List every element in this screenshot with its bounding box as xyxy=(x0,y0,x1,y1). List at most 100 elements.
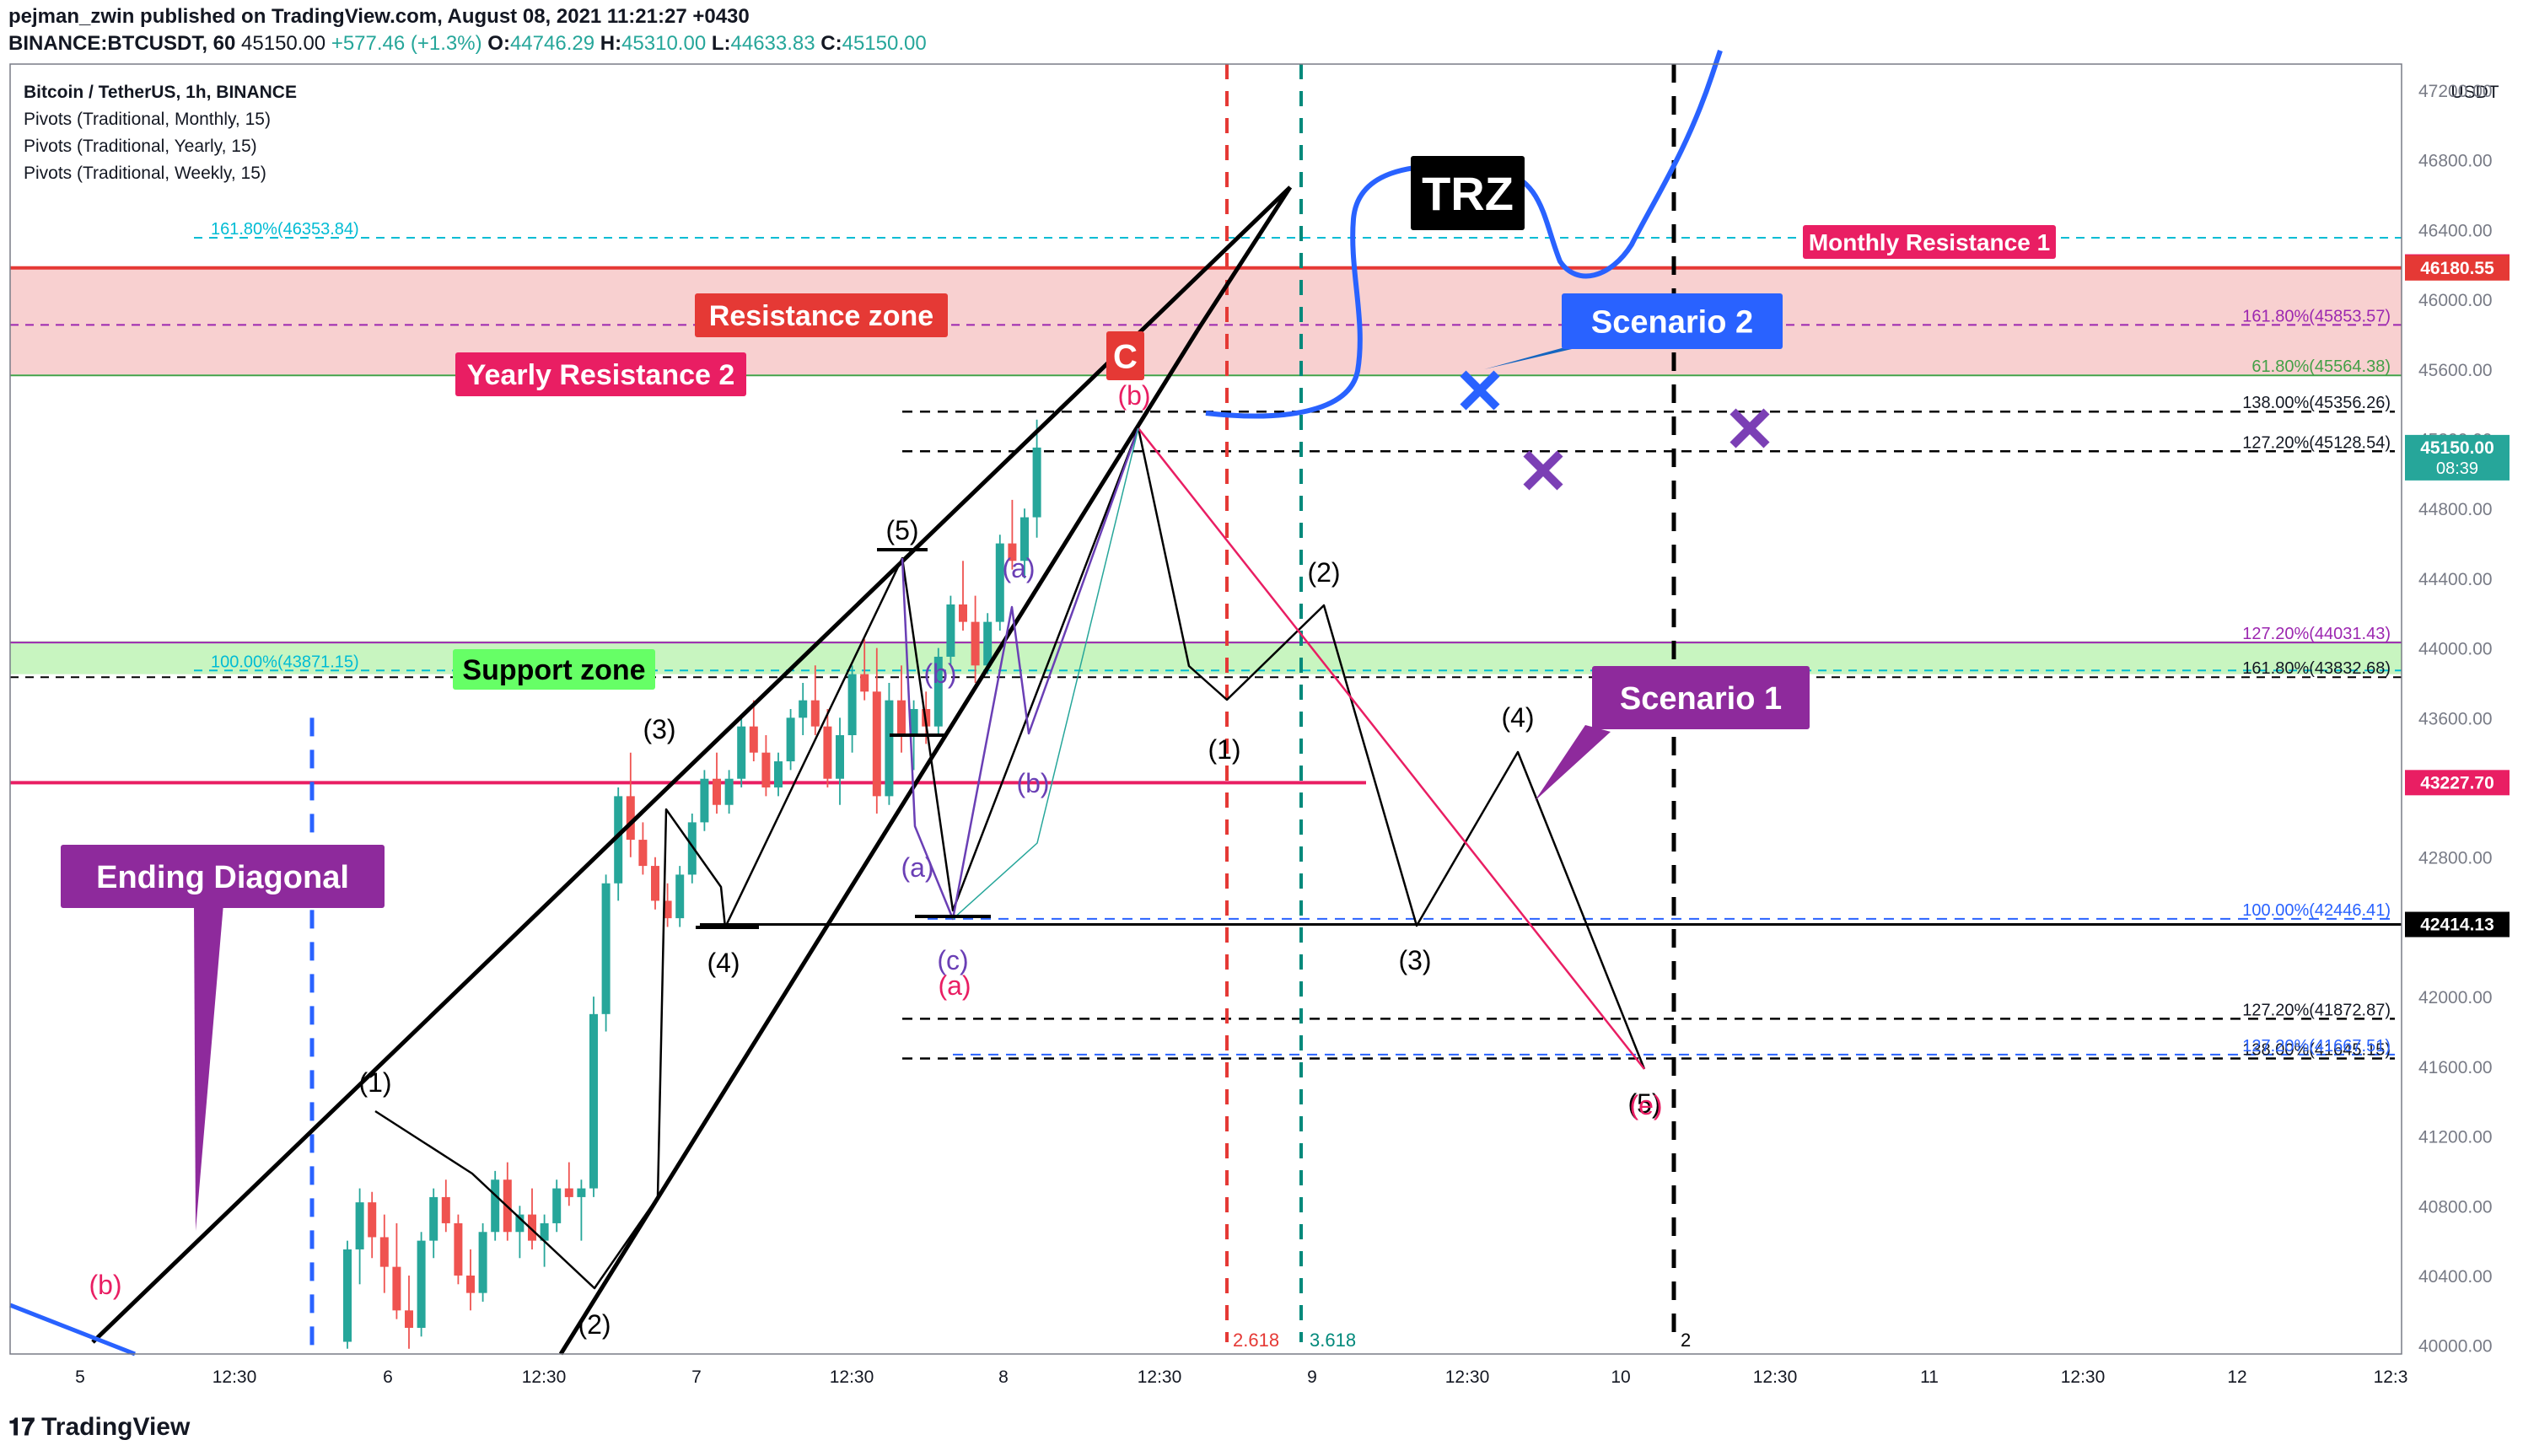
y-tick-15: 41200.00 xyxy=(2418,1128,2493,1147)
y-tick-14: 41600.00 xyxy=(2418,1058,2493,1077)
wave-path-purple xyxy=(901,427,1140,921)
candle-body xyxy=(577,1188,586,1197)
price-label-text: 45150.00 xyxy=(2420,438,2494,458)
trz-label-text: TRZ xyxy=(1422,167,1514,220)
scenario1-label-bg xyxy=(1592,666,1810,729)
scenario1-label-text: Scenario 1 xyxy=(1620,681,1782,717)
scenario2-label: Scenario 2 xyxy=(1562,293,1783,349)
fib-label-6: 161.80%(43832.68) xyxy=(2242,659,2391,678)
fib-time-2618: 2.618 xyxy=(1233,1330,1279,1351)
y-tick-8: 44000.00 xyxy=(2418,640,2493,659)
ending-diagonal-label: Ending Diagonal xyxy=(61,845,385,908)
candle-body xyxy=(614,796,623,884)
wave-label-4: (5) xyxy=(885,515,918,545)
x-marker-purple-2-b xyxy=(1730,408,1770,449)
fib-label-2: 61.80%(45564.38) xyxy=(2251,357,2391,376)
close-label: C: xyxy=(820,32,842,55)
scenario1-tail xyxy=(1535,725,1611,801)
wave-label-16: (b) xyxy=(1117,380,1150,411)
symbol-text: BINANCE:BTCUSDT, 60 xyxy=(8,32,236,55)
wave-label-8: (4) xyxy=(1501,702,1534,733)
price-label-4: 42414.13 xyxy=(2405,911,2510,938)
c-box-label-bg xyxy=(1106,331,1144,380)
candle-body xyxy=(761,752,771,788)
legend-pivots-monthly[interactable]: Pivots (Traditional, Monthly, 15) xyxy=(24,110,271,129)
candle-body xyxy=(441,1196,450,1223)
x-tick-8: 9 xyxy=(1307,1367,1317,1387)
candle-body xyxy=(368,1202,377,1238)
candle-body xyxy=(601,883,611,1014)
wave-label-17: (b) xyxy=(89,1270,121,1300)
trz-label-bg xyxy=(1411,156,1525,230)
y-tick-16: 40800.00 xyxy=(2418,1197,2493,1217)
scenario2-tail xyxy=(1484,344,1594,369)
candle-body xyxy=(417,1240,426,1328)
candle-body xyxy=(405,1310,413,1328)
scenario2-label-text: Scenario 2 xyxy=(1591,305,1753,341)
x-tick-14: 12 xyxy=(2227,1367,2246,1387)
price-label-bg xyxy=(2405,434,2510,481)
fib-label-10: 138.00%(41645.15) xyxy=(2242,1041,2391,1060)
c-box-label-text: C xyxy=(1113,338,1138,375)
candle-body xyxy=(663,900,672,919)
unit-label: USDT xyxy=(2450,83,2499,102)
high-value: 45310.00 xyxy=(621,32,707,55)
candle-body xyxy=(528,1214,536,1241)
candle-body xyxy=(651,866,659,901)
price-label-bg xyxy=(2405,770,2510,796)
candle-body xyxy=(995,543,1004,622)
x-marker-purple-1-b xyxy=(1523,450,1563,491)
y-tick-7: 44400.00 xyxy=(2418,570,2493,589)
wave-label-2: (3) xyxy=(643,714,675,744)
candle-body xyxy=(379,1237,389,1267)
candle-body xyxy=(971,621,980,666)
candle-body xyxy=(343,1249,352,1342)
price-label-1: 46180.55 xyxy=(2405,255,2510,281)
candle-body xyxy=(713,778,721,805)
pink-projection-line xyxy=(1138,427,1645,1070)
wave-label-5: (2) xyxy=(1307,557,1340,588)
x-marker-blue-b xyxy=(1460,370,1500,411)
wave-label-0: (1) xyxy=(358,1067,391,1098)
x-tick-12: 11 xyxy=(1920,1367,1939,1387)
tradingview-logo[interactable]: 𝟏𝟕 TradingView xyxy=(8,1413,190,1442)
wave-label-11: (b) xyxy=(923,658,956,689)
candle-body xyxy=(478,1232,487,1293)
monthly-resistance-label-text: Monthly Resistance 1 xyxy=(1809,229,2050,255)
fib-time-3618: 3.618 xyxy=(1310,1330,1356,1351)
x-tick-3: 12:30 xyxy=(522,1367,567,1387)
x-marker-purple-2 xyxy=(1730,408,1770,449)
support-zone-band xyxy=(10,641,2402,674)
fib-label-0: 161.80%(46353.84) xyxy=(211,220,359,239)
price-label-sub: 08:39 xyxy=(2436,459,2478,478)
candle-body xyxy=(564,1188,573,1197)
candle-body xyxy=(872,691,881,797)
plot-frame xyxy=(9,63,2402,1355)
candle-body xyxy=(638,840,648,867)
support-zone-label-text: Support zone xyxy=(462,654,645,686)
legend-pivots-yearly[interactable]: Pivots (Traditional, Yearly, 15) xyxy=(24,137,257,156)
resistance-zone-label-text: Resistance zone xyxy=(709,300,933,332)
scenario2-label-bg xyxy=(1562,293,1783,349)
legend-title: Bitcoin / TetherUS, 1h, BINANCE xyxy=(24,83,297,102)
wave-label-12: (a) xyxy=(901,852,933,883)
monthly-resistance-label-bg xyxy=(1803,225,2056,259)
fib-label-11: 127.20%(41667.51) xyxy=(2242,1037,2391,1056)
legend-pivots-weekly[interactable]: Pivots (Traditional, Weekly, 15) xyxy=(24,164,266,183)
diagonal-upper-line xyxy=(91,185,1292,1344)
wave-label-13: (b) xyxy=(1016,768,1049,798)
y-tick-13: 42000.00 xyxy=(2418,988,2493,1007)
open-label: O: xyxy=(487,32,510,55)
candle-body xyxy=(724,778,734,805)
ending-diagonal-label-bg xyxy=(61,845,385,908)
y-tick-17: 40400.00 xyxy=(2418,1267,2493,1287)
x-tick-6: 8 xyxy=(998,1367,1009,1387)
x-tick-9: 12:30 xyxy=(1445,1367,1490,1387)
y-tick-0: 47200.00 xyxy=(2418,82,2493,101)
candle-body xyxy=(909,709,918,736)
candle-body xyxy=(1020,517,1029,561)
wave-path-teal xyxy=(952,427,1139,920)
